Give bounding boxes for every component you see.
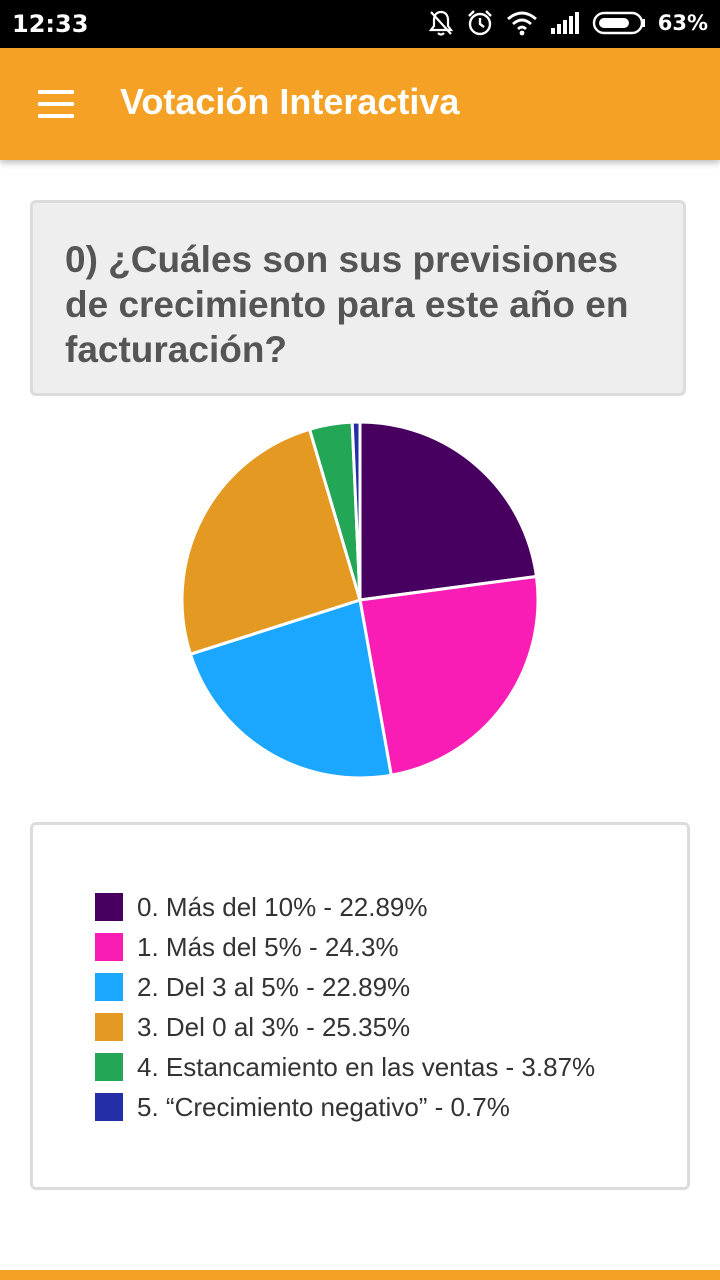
legend-label: 4. Estancamiento en las ventas - 3.87% [137, 1051, 596, 1082]
battery-icon [592, 11, 645, 35]
status-time: 12:33 [12, 10, 89, 38]
pie-slice-0[interactable] [358, 420, 538, 602]
app-bar: Votación Interactiva [0, 48, 720, 160]
legend-swatch [95, 1093, 123, 1121]
legend-swatch [95, 893, 123, 921]
chart-legend: 0. Más del 10% - 22.89% 1. Más del 5% - 2… [95, 887, 595, 1127]
legend-swatch [95, 1053, 123, 1081]
wifi-icon [506, 11, 537, 36]
pie-chart-container [180, 420, 540, 780]
legend-label: 5. “Crecimiento negativo” - 0.7% [137, 1091, 510, 1122]
legend-swatch [95, 973, 123, 1001]
signal-icon [550, 12, 579, 34]
alarm-icon [467, 10, 492, 36]
legend-swatch [95, 933, 123, 961]
legend-item: 5. “Crecimiento negativo” - 0.7% [95, 1087, 595, 1127]
legend-swatch [95, 1013, 123, 1041]
legend-item: 4. Estancamiento en las ventas - 3.87% [95, 1047, 595, 1087]
battery-percentage: 63% [657, 11, 708, 35]
legend-label: 2. Del 3 al 5% - 22.89% [137, 971, 411, 1002]
legend-item: 3. Del 0 al 3% - 25.35% [95, 1007, 595, 1047]
pie-slice-5[interactable] [350, 420, 362, 602]
app-title: Votación Interactiva [120, 81, 460, 122]
status-bar: 12:33 63% [0, 0, 720, 48]
legend-item: 1. Más del 5% - 24.3% [95, 927, 595, 967]
status-icons: 63% [428, 9, 708, 37]
legend-item: 0. Más del 10% - 22.89% [95, 887, 595, 927]
pie-slice-1[interactable] [358, 574, 540, 777]
bottom-bar [0, 1270, 720, 1280]
question-card: 0) ¿Cuáles son sus previsiones de crecim… [30, 200, 686, 396]
notifications-off-icon [428, 10, 453, 36]
hamburger-menu-icon[interactable] [30, 82, 82, 126]
question-text: 0) ¿Cuáles son sus previsiones de crecim… [65, 239, 629, 370]
pie-slice-2[interactable] [188, 598, 393, 780]
legend-label: 1. Más del 5% - 24.3% [137, 931, 399, 962]
legend-label: 0. Más del 10% - 22.89% [137, 891, 428, 922]
legend-card: 0. Más del 10% - 22.89% 1. Más del 5% - 2… [30, 822, 690, 1190]
legend-item: 2. Del 3 al 5% - 22.89% [95, 967, 595, 1007]
pie-slice-3[interactable] [180, 427, 362, 656]
legend-label: 3. Del 0 al 3% - 25.35% [137, 1011, 411, 1042]
pie-chart [180, 420, 540, 780]
